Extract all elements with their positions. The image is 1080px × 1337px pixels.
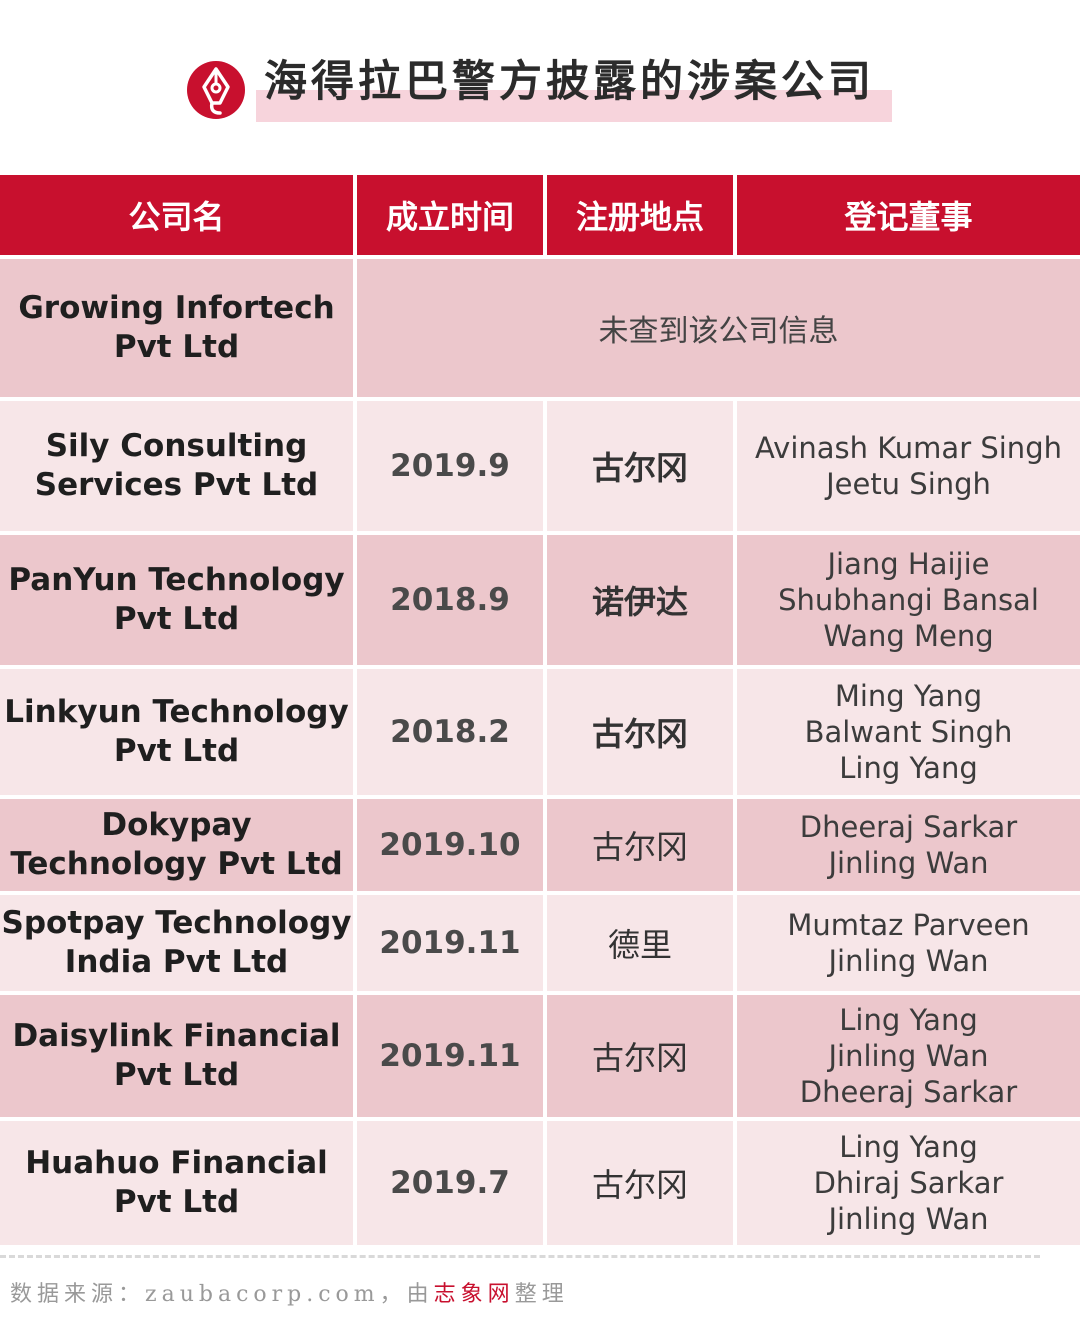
table-row: Sily Consulting Services Pvt Ltd 2019.9 …: [0, 397, 1080, 531]
location-cell: 古尔冈: [547, 1117, 737, 1245]
location-cell: 古尔冈: [547, 795, 737, 891]
company-name-line: Services Pvt Ltd: [34, 467, 319, 503]
directors-cell: Ming Yang Balwant Singh Ling Yang: [737, 665, 1080, 795]
source-brand: 志象网: [433, 1282, 515, 1307]
company-name-line: Daisylink Financial: [12, 1018, 341, 1054]
column-header-company: 公司名: [0, 175, 357, 255]
directors-cell: Jiang Haijie Shubhangi Bansal Wang Meng: [737, 531, 1080, 665]
directors-cell: Avinash Kumar Singh Jeetu Singh: [737, 397, 1080, 531]
table-header-row: 公司名 成立时间 注册地点 登记董事: [0, 175, 1080, 255]
director-name: Avinash Kumar Singh: [755, 431, 1062, 465]
company-name-cell: Sily Consulting Services Pvt Ltd: [0, 397, 357, 531]
location-cell: 德里: [547, 891, 737, 991]
founded-date-cell: 2019.11: [357, 991, 547, 1117]
director-name: Jinling Wan: [828, 944, 989, 978]
company-name-line: India Pvt Ltd: [64, 944, 289, 980]
table-row: Growing Infortech Pvt Ltd 未查到该公司信息: [0, 255, 1080, 397]
company-name-line: Technology Pvt Ltd: [10, 846, 343, 882]
company-name-line: Pvt Ltd: [113, 601, 240, 637]
source-suffix: 整理: [514, 1282, 569, 1307]
table-row: Huahuo Financial Pvt Ltd 2019.7 古尔冈 Ling…: [0, 1117, 1080, 1245]
director-name: Ling Yang: [839, 751, 978, 785]
director-name: Ming Yang: [834, 679, 983, 713]
director-name: Jinling Wan: [828, 846, 989, 880]
company-name-line: Pvt Ltd: [113, 1184, 240, 1220]
column-header-founded: 成立时间: [357, 175, 547, 255]
company-table: 公司名 成立时间 注册地点 登记董事 Growing Infortech Pvt…: [0, 175, 1080, 1245]
company-name-cell: PanYun Technology Pvt Ltd: [0, 531, 357, 665]
director-name: Jinling Wan: [828, 1039, 989, 1073]
founded-date-cell: 2019.10: [357, 795, 547, 891]
director-name: Mumtaz Parveen: [787, 908, 1030, 942]
footer-divider: [0, 1255, 1040, 1258]
director-name: Jinling Wan: [828, 1202, 989, 1236]
page-title: 海得拉巴警方披露的涉案公司: [264, 57, 875, 107]
company-name-line: Growing Infortech: [18, 290, 335, 326]
company-name-line: Dokypay: [101, 807, 252, 843]
founded-date-cell: 2019.11: [357, 891, 547, 991]
location-cell: 古尔冈: [547, 397, 737, 531]
director-name: Balwant Singh: [804, 715, 1013, 749]
location-cell: 诺伊达: [547, 531, 737, 665]
directors-cell: Mumtaz Parveen Jinling Wan: [737, 891, 1080, 991]
company-name-cell: Linkyun Technology Pvt Ltd: [0, 665, 357, 795]
company-name-line: Pvt Ltd: [113, 329, 240, 365]
company-name-line: Pvt Ltd: [113, 1057, 240, 1093]
table-row: Daisylink Financial Pvt Ltd 2019.11 古尔冈 …: [0, 991, 1080, 1117]
source-note: 数据来源：zaubacorp.com，由志象网整理: [10, 1276, 569, 1308]
column-header-directors: 登记董事: [737, 175, 1080, 255]
company-name-line: Pvt Ltd: [113, 733, 240, 769]
location-cell: 古尔冈: [547, 665, 737, 795]
table-row: Linkyun Technology Pvt Ltd 2018.2 古尔冈 Mi…: [0, 665, 1080, 795]
not-found-cell: 未查到该公司信息: [357, 255, 1080, 397]
company-name-line: Spotpay Technology: [1, 905, 352, 941]
company-name-cell: Daisylink Financial Pvt Ltd: [0, 991, 357, 1117]
director-name: Jiang Haijie: [827, 547, 990, 581]
company-name-line: Huahuo Financial: [25, 1145, 328, 1181]
director-name: Dhiraj Sarkar: [813, 1166, 1004, 1200]
source-prefix: 数据来源：zaubacorp.com，由: [10, 1282, 434, 1307]
director-name: Ling Yang: [839, 1130, 978, 1164]
pen-nib-icon: [187, 61, 245, 119]
founded-date-cell: 2019.9: [357, 397, 547, 531]
title-highlight: [256, 90, 892, 122]
title-block: 海得拉巴警方披露的涉案公司: [256, 56, 892, 124]
director-name: Shubhangi Bansal: [778, 583, 1039, 617]
director-name: Jeetu Singh: [826, 467, 991, 501]
column-header-location: 注册地点: [547, 175, 737, 255]
company-name-cell: Spotpay Technology India Pvt Ltd: [0, 891, 357, 991]
directors-cell: Dheeraj Sarkar Jinling Wan: [737, 795, 1080, 891]
directors-cell: Ling Yang Dhiraj Sarkar Jinling Wan: [737, 1117, 1080, 1245]
founded-date-cell: 2018.9: [357, 531, 547, 665]
table-row: PanYun Technology Pvt Ltd 2018.9 诺伊达 Jia…: [0, 531, 1080, 665]
director-name: Wang Meng: [823, 619, 994, 653]
founded-date-cell: 2019.7: [357, 1117, 547, 1245]
header: 海得拉巴警方披露的涉案公司: [0, 0, 1080, 175]
company-name-line: PanYun Technology: [8, 562, 345, 598]
company-name-cell: Growing Infortech Pvt Ltd: [0, 255, 357, 397]
company-name-line: Linkyun Technology: [4, 694, 349, 730]
table-row: Spotpay Technology India Pvt Ltd 2019.11…: [0, 891, 1080, 991]
company-name-cell: Dokypay Technology Pvt Ltd: [0, 795, 357, 891]
company-name-cell: Huahuo Financial Pvt Ltd: [0, 1117, 357, 1245]
directors-cell: Ling Yang Jinling Wan Dheeraj Sarkar: [737, 991, 1080, 1117]
director-name: Dheeraj Sarkar: [799, 810, 1018, 844]
director-name: Ling Yang: [839, 1003, 978, 1037]
location-cell: 古尔冈: [547, 991, 737, 1117]
founded-date-cell: 2018.2: [357, 665, 547, 795]
company-name-line: Sily Consulting: [45, 428, 308, 464]
director-name: Dheeraj Sarkar: [799, 1075, 1018, 1109]
table-row: Dokypay Technology Pvt Ltd 2019.10 古尔冈 D…: [0, 795, 1080, 891]
